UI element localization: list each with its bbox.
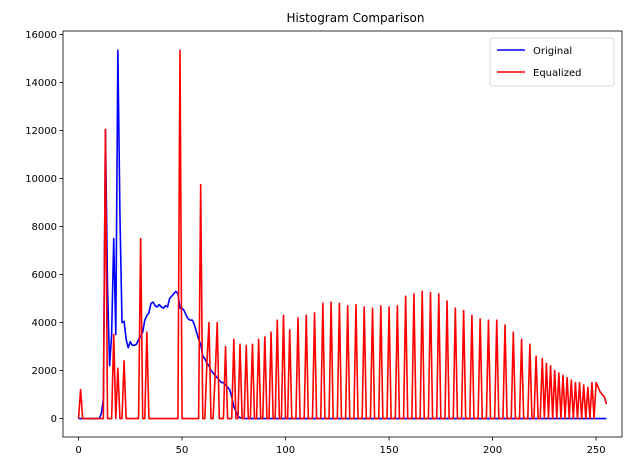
x-tick-label: 100 [276, 445, 295, 456]
x-tick-label: 50 [176, 445, 189, 456]
x-tick-label: 0 [75, 445, 81, 456]
y-tick-label: 10000 [25, 174, 57, 185]
y-tick-label: 6000 [32, 270, 57, 281]
y-tick-label: 0 [51, 414, 57, 425]
series-line-original [78, 49, 607, 420]
legend: Original Equalized [489, 37, 615, 87]
y-tick-label: 4000 [32, 318, 57, 329]
y-axis: 0 2000 4000 6000 8000 10000 12000 14000 16000 [25, 30, 63, 425]
x-tick-label: 200 [483, 445, 502, 456]
legend-label-equalized: Equalized [533, 68, 581, 79]
y-tick-label: 8000 [32, 222, 57, 233]
y-tick-label: 16000 [25, 30, 57, 41]
chart-title: Histogram Comparison [287, 11, 425, 25]
x-tick-label: 150 [380, 445, 399, 456]
plot-frame [62, 30, 623, 438]
x-tick-label: 250 [587, 445, 606, 456]
legend-label-original: Original [533, 46, 572, 57]
series-layer [77, 49, 608, 420]
y-tick-label: 14000 [25, 78, 57, 89]
y-tick-label: 2000 [32, 366, 57, 377]
x-axis: 0 50 100 150 200 250 [75, 437, 606, 456]
series-line-equalized [77, 49, 608, 420]
y-tick-label: 12000 [25, 126, 57, 137]
